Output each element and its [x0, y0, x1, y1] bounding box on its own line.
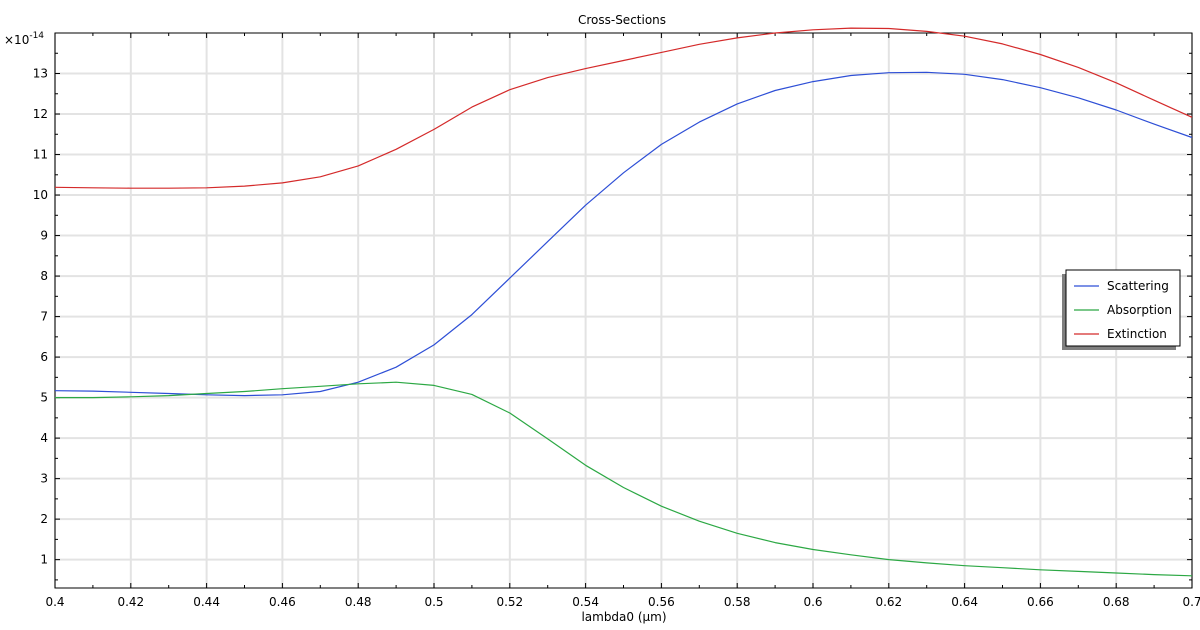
y-tick-label: 10	[33, 188, 48, 202]
series-line-extinction	[54, 27, 1193, 189]
y-tick-label: 1	[40, 553, 48, 567]
y-tick-label: 4	[40, 431, 48, 445]
y-tick-label: 11	[33, 148, 48, 162]
chart-title: Cross-Sections	[578, 13, 666, 27]
x-axis-label: lambda0 (µm)	[581, 610, 666, 624]
legend-label-scattering: Scattering	[1107, 279, 1169, 293]
y-tick-label: 9	[40, 229, 48, 243]
y-tick-label: 12	[33, 107, 48, 121]
series-line-scattering	[54, 71, 1193, 397]
y-tick-label: 2	[40, 512, 48, 526]
x-tick-label: 0.52	[496, 595, 523, 609]
x-tick-label: 0.42	[117, 595, 144, 609]
y-tick-label: 13	[33, 67, 48, 81]
x-tick-label: 0.68	[1103, 595, 1130, 609]
legend-label-extinction: Extinction	[1107, 327, 1167, 341]
x-tick-label: 0.5	[424, 595, 443, 609]
y-multiplier-exponent: -14	[29, 31, 44, 41]
y-tick-label: 8	[40, 269, 48, 283]
x-tick-label: 0.66	[1027, 595, 1054, 609]
x-tick-label: 0.44	[193, 595, 220, 609]
legend: Scattering Absorption Extinction	[1062, 269, 1181, 350]
y-multiplier-base: ×10	[4, 33, 29, 47]
x-tick-label: 0.46	[269, 595, 296, 609]
plot-frame	[54, 32, 1193, 589]
y-tick-label: 5	[40, 391, 48, 405]
y-tick-label: 6	[40, 350, 48, 364]
x-tick-label: 0.56	[648, 595, 675, 609]
y-axis-multiplier: ×10-14	[4, 31, 44, 47]
x-tick-label: 0.6	[803, 595, 822, 609]
series-line-absorption	[55, 381, 1193, 577]
y-tick-label: 7	[40, 310, 48, 324]
x-axis: 0.4 0.42 0.44 0.46 0.48 0.5 0.52 0.54 0.56 0.58 0.…	[45, 33, 1200, 609]
x-tick-label: 0.4	[45, 595, 64, 609]
x-tick-label: 0.64	[951, 595, 978, 609]
legend-box	[1065, 269, 1181, 347]
x-tick-label: 0.48	[345, 595, 372, 609]
y-tick-label: 3	[40, 472, 48, 486]
grid-lines	[54, 33, 1193, 588]
x-tick-label: 0.58	[724, 595, 751, 609]
x-tick-label: 0.54	[572, 595, 599, 609]
legend-label-absorption: Absorption	[1107, 303, 1172, 317]
x-tick-label: 0.62	[875, 595, 902, 609]
series-lines	[54, 27, 1193, 577]
x-tick-label: 0.7	[1182, 595, 1200, 609]
